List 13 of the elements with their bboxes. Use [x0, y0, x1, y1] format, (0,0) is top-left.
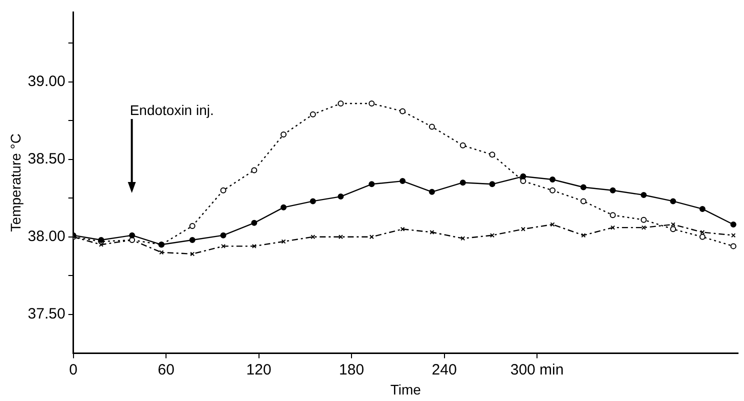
x-tick-label: 180	[339, 361, 364, 378]
x-tick-label: 0	[69, 361, 78, 378]
y-tick-label: 38.50	[28, 150, 66, 168]
x-tick-label: 300 min	[510, 361, 564, 378]
x-tick-label: 60	[158, 361, 174, 378]
x-tick-label: 120	[246, 361, 272, 378]
annotation: Endotoxin inj.	[130, 102, 214, 118]
y-tick-label: 38.00	[28, 228, 66, 246]
y-tick-label: 37.50	[28, 306, 66, 323]
x-tick-label: 240	[432, 361, 457, 378]
y-axis-title: Temperature °C	[7, 134, 24, 232]
x-axis-title: Time	[390, 381, 422, 398]
y-tick-label: 39.00	[28, 72, 66, 90]
